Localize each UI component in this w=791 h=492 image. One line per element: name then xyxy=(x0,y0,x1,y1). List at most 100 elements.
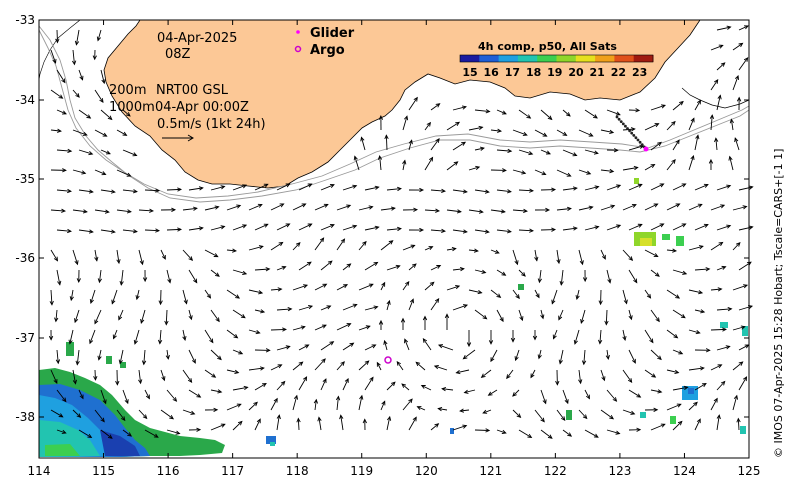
date-label: 04-Apr-2025 xyxy=(157,31,237,46)
current-arrow xyxy=(606,269,612,284)
current-arrow xyxy=(336,238,346,251)
current-arrow xyxy=(360,136,366,151)
current-arrow xyxy=(112,329,118,340)
current-arrow xyxy=(430,103,441,111)
credit-text: © IMOS 07-Apr-2025 15:28 Hobart; Tscale=… xyxy=(772,149,785,458)
current-arrow xyxy=(666,120,676,131)
current-arrow xyxy=(94,409,105,423)
current-arrow xyxy=(512,409,522,418)
current-arrow xyxy=(474,428,491,433)
current-arrow xyxy=(160,249,166,260)
current-arrow xyxy=(558,309,564,321)
current-arrow xyxy=(226,248,237,253)
current-arrow xyxy=(383,339,388,351)
colorbar-ticks: 15 16 17 18 19 20 21 22 23 xyxy=(462,66,647,79)
current-arrow xyxy=(314,283,328,291)
current-arrow xyxy=(55,349,61,365)
current-arrow xyxy=(714,137,719,151)
current-arrow xyxy=(210,309,220,323)
current-arrow xyxy=(358,205,374,211)
current-arrow xyxy=(518,188,535,193)
current-arrow xyxy=(584,149,599,155)
current-arrow xyxy=(232,385,249,391)
current-arrow xyxy=(182,206,198,211)
current-arrow xyxy=(716,306,733,312)
current-arrow xyxy=(100,189,116,194)
current-arrow xyxy=(138,409,148,420)
current-arrow xyxy=(694,309,706,314)
current-arrow xyxy=(600,204,616,211)
current-arrow xyxy=(89,289,96,304)
current-arrow xyxy=(716,184,732,191)
current-arrow xyxy=(72,209,88,214)
current-arrow xyxy=(694,267,711,272)
current-arrow xyxy=(364,376,374,391)
current-arrow xyxy=(115,369,120,386)
current-arrow xyxy=(474,229,490,234)
current-arrow xyxy=(320,378,327,391)
current-arrow xyxy=(402,280,410,291)
current-arrow xyxy=(336,361,345,371)
current-arrow xyxy=(534,207,551,213)
current-arrow xyxy=(386,264,401,271)
current-arrow xyxy=(710,241,724,251)
current-arrow xyxy=(138,208,154,213)
current-arrow xyxy=(736,417,741,431)
colorbar-outline xyxy=(459,54,654,63)
current-arrow xyxy=(487,389,498,396)
current-arrow xyxy=(56,69,66,84)
current-arrow xyxy=(688,203,703,211)
current-arrow xyxy=(210,349,222,361)
current-arrow xyxy=(336,284,349,291)
current-arrow xyxy=(56,429,67,434)
current-arrow xyxy=(666,289,681,299)
axis-ticks: 114 115 116 117 118 119 120 121 122 123 124 125 -33 -… xyxy=(15,13,760,478)
current-arrow xyxy=(188,269,198,284)
colorbar-tick-label: 17 xyxy=(505,66,520,79)
current-arrow xyxy=(562,149,578,157)
current-arrow xyxy=(474,269,487,274)
current-arrow xyxy=(688,329,701,335)
current-arrow xyxy=(604,309,609,326)
current-arrow xyxy=(142,269,148,283)
glider-track-point xyxy=(619,120,623,123)
current-arrow xyxy=(270,241,284,251)
current-arrow xyxy=(248,366,265,371)
current-arrow xyxy=(514,349,520,362)
current-arrow xyxy=(716,224,732,231)
current-arrow xyxy=(644,123,660,131)
current-arrow xyxy=(138,249,144,266)
current-arrow xyxy=(598,329,603,345)
current-arrow xyxy=(50,208,66,213)
current-arrow xyxy=(50,128,62,133)
current-arrow xyxy=(582,269,588,283)
current-arrow xyxy=(468,289,483,295)
current-arrow xyxy=(72,89,80,98)
current-arrow xyxy=(76,269,81,283)
current-arrow xyxy=(716,62,726,71)
current-arrow xyxy=(133,329,140,345)
current-arrow xyxy=(342,224,358,231)
current-arrow xyxy=(204,407,219,412)
current-arrow xyxy=(94,129,108,137)
current-arrow xyxy=(182,329,187,341)
current-arrow xyxy=(688,289,704,295)
current-arrow xyxy=(204,289,212,299)
current-arrow xyxy=(732,394,739,411)
current-arrow xyxy=(94,89,104,104)
current-arrow xyxy=(100,69,106,85)
current-arrow xyxy=(734,137,740,151)
current-arrow xyxy=(400,317,406,330)
lon-tick-label: 123 xyxy=(608,464,631,478)
lon-tick-label: 119 xyxy=(350,464,373,478)
current-arrow xyxy=(628,144,645,151)
current-arrow xyxy=(650,269,660,277)
current-arrow xyxy=(622,165,639,171)
current-arrow xyxy=(584,109,598,119)
sst-colorbar xyxy=(459,54,654,63)
current-arrow xyxy=(738,185,754,191)
current-arrow xyxy=(188,226,204,231)
current-arrow xyxy=(600,249,606,260)
current-arrow xyxy=(556,129,568,136)
colorbar-title: 4h comp, p50, All Sats xyxy=(478,40,617,53)
